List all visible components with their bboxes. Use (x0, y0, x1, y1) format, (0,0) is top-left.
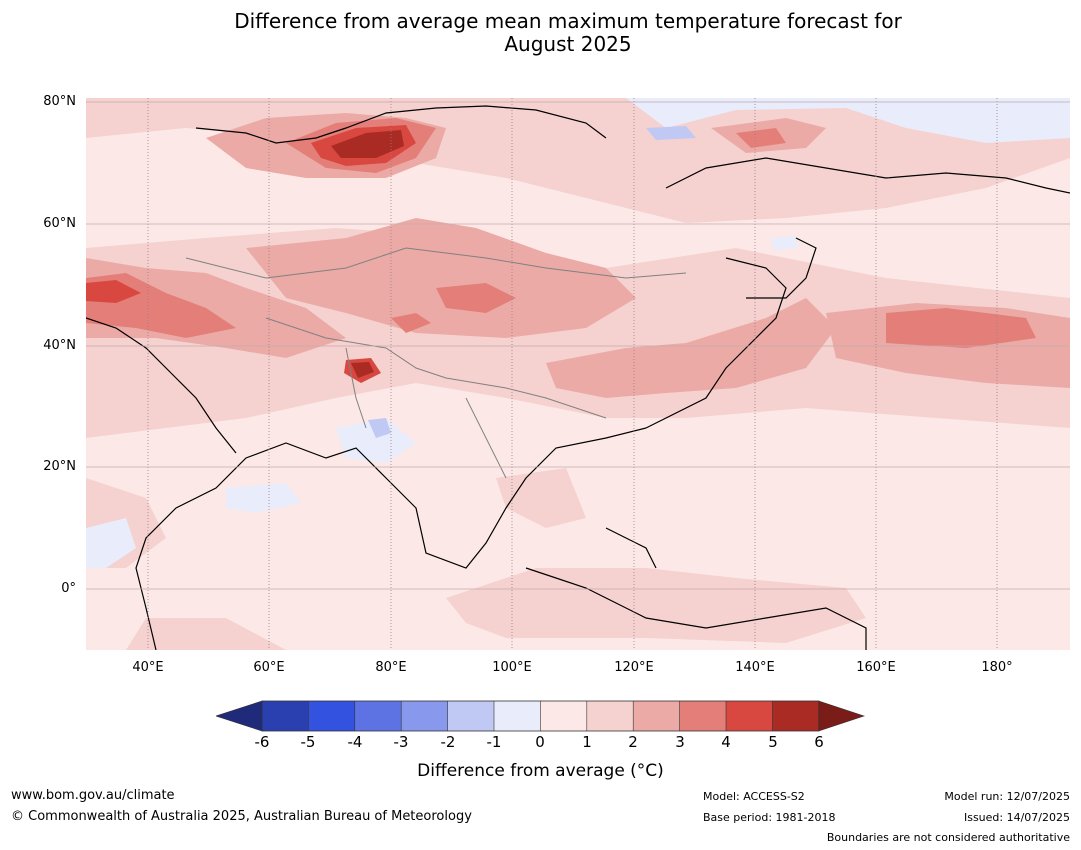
title-line-1: Difference from average mean maximum tem… (234, 9, 902, 33)
chart-title: Difference from average mean maximum tem… (0, 10, 1081, 56)
colorbar-bin--2 (447, 701, 494, 731)
colorbar-bin-3 (679, 701, 726, 731)
colorbar-bin-4 (726, 701, 773, 731)
footer-model-run: Model run: 12/07/2025 (944, 790, 1070, 803)
colorbar-tick-5: 5 (768, 733, 778, 751)
colorbar-tick-4: 4 (721, 733, 731, 751)
colorbar-bin--1 (494, 701, 541, 731)
colorbar-tick-0: 0 (535, 733, 545, 751)
footer-model: Model: ACCESS-S2 (703, 790, 805, 803)
colorbar-tick--5: -5 (300, 733, 316, 751)
lon-label-80e: 80°E (375, 660, 407, 675)
colorbar-bin-2 (633, 701, 680, 731)
coastlines (86, 105, 1070, 650)
parallels (86, 101, 1070, 590)
colorbar-bin--3 (401, 701, 448, 731)
colorbar-tick--2: -2 (440, 733, 456, 751)
colorbar-svg (215, 700, 865, 732)
lon-label-120e: 120°E (614, 660, 654, 675)
colorbar-tick-3: 3 (675, 733, 685, 751)
anomaly-negative-regions (86, 98, 1070, 568)
lat-label-20n: 20°N (43, 459, 76, 474)
colorbar-tick--1: -1 (486, 733, 502, 751)
anomaly-map-svg (86, 98, 1070, 650)
anomaly-5-6-regions (331, 130, 404, 378)
colorbar-tick--4: -4 (347, 733, 363, 751)
colorbar-tick--3: -3 (393, 733, 409, 751)
forecast-map (86, 98, 1070, 650)
colorbar-bin--6 (262, 701, 309, 731)
colorbar-extend-high (818, 700, 865, 732)
colorbar-tick-2: 2 (628, 733, 638, 751)
lat-label-40n: 40°N (43, 338, 76, 353)
footer-url[interactable]: www.bom.gov.au/climate (11, 788, 175, 803)
footer-copyright: © Commonwealth of Australia 2025, Austra… (11, 809, 472, 824)
lon-label-160e: 160°E (856, 660, 896, 675)
colorbar-bin-0 (540, 701, 587, 731)
colorbar (215, 700, 866, 736)
meridians (147, 98, 998, 650)
colorbar-bin-5 (772, 701, 819, 731)
lat-label-80n: 80°N (43, 94, 76, 109)
colorbar-tick--6: -6 (254, 733, 270, 751)
colorbar-label: Difference from average (°C) (417, 761, 664, 781)
footer-base-period: Base period: 1981-2018 (703, 811, 836, 824)
lon-label-140e: 140°E (735, 660, 775, 675)
colorbar-bin-1 (586, 701, 634, 731)
country-borders (185, 247, 687, 479)
colorbar-tick-6: 6 (814, 733, 824, 751)
colorbar-bin--4 (354, 701, 402, 731)
footer-disclaimer: Boundaries are not considered authoritat… (826, 831, 1070, 844)
lon-label-180: 180° (981, 660, 1013, 675)
colorbar-extend-low (215, 700, 263, 732)
lon-label-60e: 60°E (253, 660, 285, 675)
colorbar-dividers (308, 701, 773, 731)
lon-label-100e: 100°E (492, 660, 532, 675)
colorbar-tick-1: 1 (582, 733, 592, 751)
lat-label-0: 0° (61, 581, 76, 596)
colorbar-bin--5 (308, 701, 355, 731)
footer-issued: Issued: 14/07/2025 (963, 811, 1070, 824)
title-line-2: August 2025 (504, 32, 632, 56)
lon-label-40e: 40°E (132, 660, 164, 675)
lat-label-60n: 60°N (43, 216, 76, 231)
